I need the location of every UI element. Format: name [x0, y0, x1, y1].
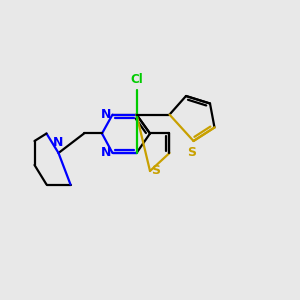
Text: S: S — [188, 146, 196, 159]
Text: N: N — [101, 146, 111, 160]
Text: N: N — [53, 136, 64, 148]
Text: N: N — [101, 108, 111, 121]
Text: Cl: Cl — [130, 74, 143, 86]
Text: S: S — [151, 164, 160, 178]
